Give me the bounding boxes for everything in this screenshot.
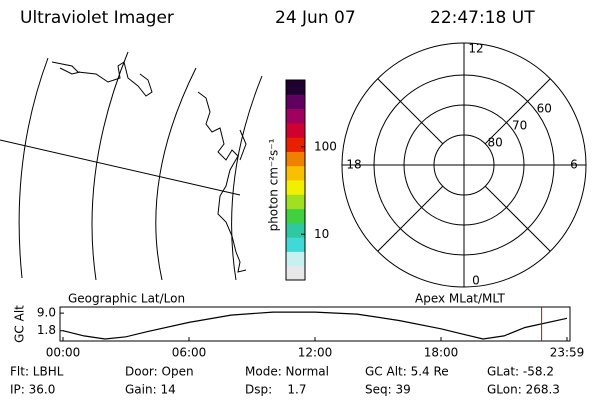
colorbar-band: [286, 265, 305, 281]
title: Ultraviolet Imager: [20, 8, 174, 28]
colorbar-band: [286, 137, 305, 152]
time: 22:47:18 UT: [430, 8, 535, 28]
colorbar-label: photon cm⁻²s⁻¹: [267, 138, 281, 231]
lat-label: 70: [512, 118, 527, 132]
polar-diagonal: [377, 185, 444, 252]
info-field: IP: 36.0: [10, 383, 55, 397]
x-tick-label: 00:00: [46, 346, 81, 360]
y-axis-label: GC Alt: [13, 305, 27, 343]
polar-diagonal: [377, 78, 444, 145]
mlt-label: 0: [472, 274, 480, 288]
mlt-label: 6: [570, 158, 578, 172]
y-tick-label: 9.0: [37, 306, 56, 320]
colorbar: 10 100: [285, 79, 337, 281]
colorbar-tick-label: 100: [314, 139, 337, 153]
colorbar-frame: [285, 79, 306, 281]
lat-label: 60: [537, 101, 552, 115]
colorbar-band: [286, 80, 305, 95]
colorbar-band: [286, 180, 305, 195]
info-field: Gain: 14: [125, 383, 176, 397]
x-tick-label: 12:00: [298, 346, 333, 360]
lat-ring: [403, 104, 525, 226]
map-label: Geographic Lat/Lon: [68, 292, 185, 306]
mlt-label: 12: [468, 42, 483, 56]
x-tick-label: 23:59: [550, 346, 585, 360]
colorbar-band: [286, 122, 305, 138]
mlt-label: 18: [346, 158, 361, 172]
info-field: Dsp: 1.7: [245, 383, 307, 397]
polar-label: Apex MLat/MLT: [415, 292, 505, 306]
info-field: GC Alt: 5.4 Re: [365, 365, 449, 379]
colorbar-tick-label: 10: [314, 227, 329, 241]
lat-ring: [433, 134, 495, 196]
info-field: Mode: Normal: [245, 365, 329, 379]
colorbar-band: [286, 237, 305, 252]
colorbar-band: [286, 108, 305, 124]
lat-ring: [373, 74, 555, 256]
lat-label: 80: [487, 136, 502, 150]
colorbar-band: [286, 165, 305, 181]
colorbar-band: [286, 151, 305, 167]
polar-diagonal: [484, 78, 551, 145]
colorbar-band: [286, 194, 305, 210]
y-tick-label: 1.8: [37, 323, 56, 337]
colorbar-band: [286, 222, 305, 238]
info-field: Flt: LBHL: [10, 365, 64, 379]
x-tick-label: 06:00: [172, 346, 207, 360]
colorbar-band: [286, 208, 305, 224]
colorbar-band: [286, 251, 305, 267]
map: [0, 51, 263, 281]
info-field: GLat: -58.2: [487, 365, 554, 379]
altitude-line: [62, 311, 568, 340]
info-panel: Flt: LBHL IP: 36.0 Door: Open Gain: 14 Mode:…: [10, 365, 560, 397]
info-field: Seq: 39: [365, 383, 411, 397]
info-field: GLon: 268.3: [487, 383, 560, 397]
date: 24 Jun 07: [275, 8, 356, 28]
colorbar-band: [286, 94, 305, 110]
info-field: Door: Open: [125, 365, 194, 379]
polar-diagonal: [484, 185, 551, 252]
x-tick-label: 18:00: [424, 346, 459, 360]
